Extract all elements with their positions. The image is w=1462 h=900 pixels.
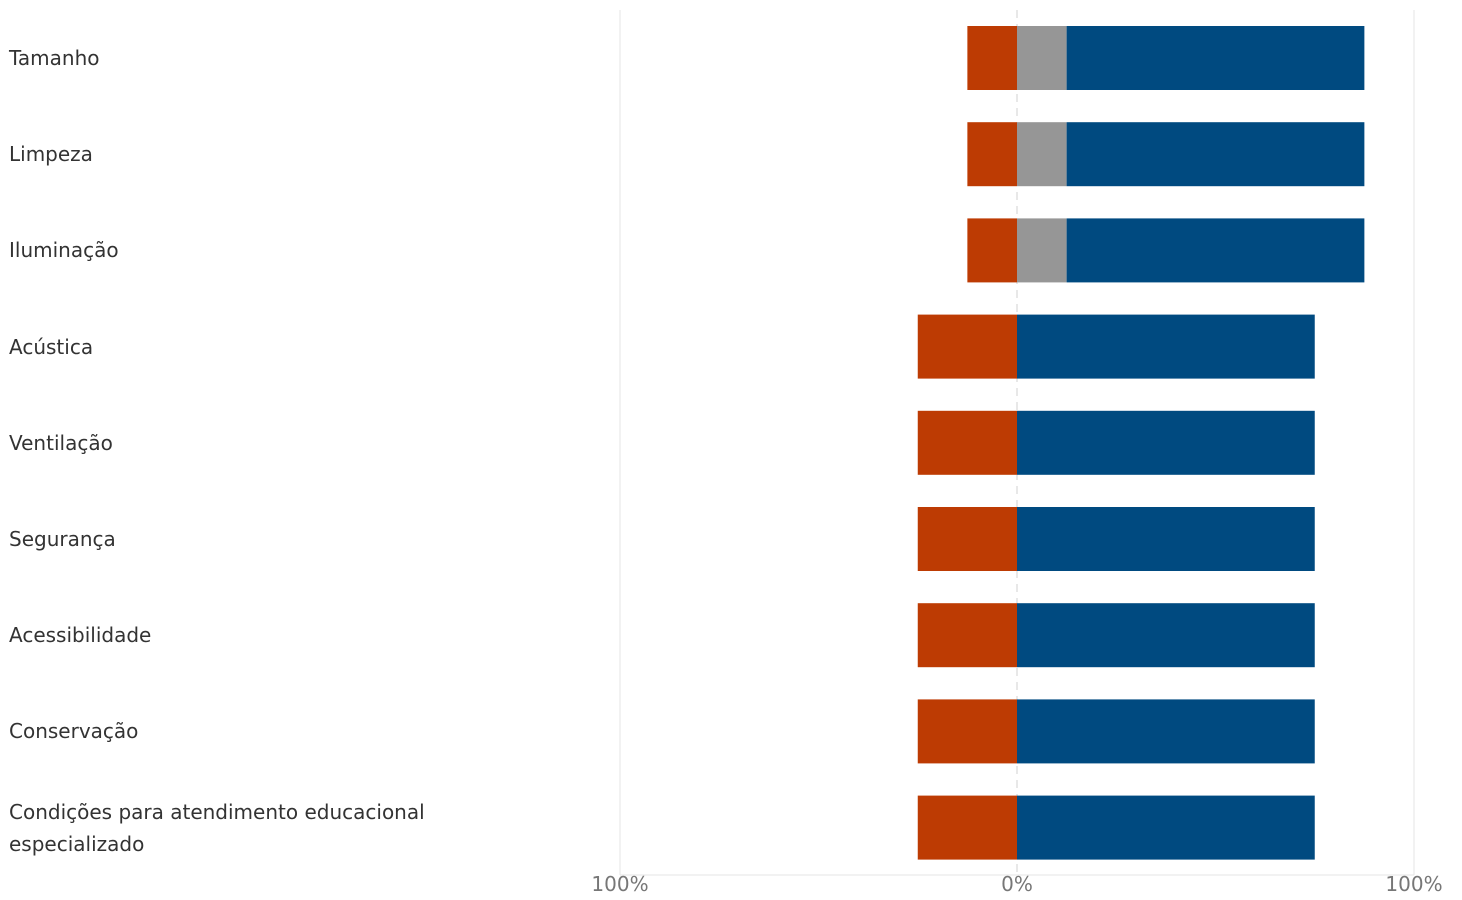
- bar-segment-5-0: [917, 507, 1017, 571]
- category-label-text: Acessibilidade: [9, 623, 152, 648]
- bar-segment-2-2: [1066, 218, 1365, 283]
- bar-segment-2-1: [1017, 218, 1067, 283]
- category-label-text: Tamanho: [9, 46, 100, 70]
- category-label: Ventilação: [9, 399, 569, 487]
- category-label-text: Iluminação: [9, 238, 119, 263]
- category-label: Acessibilidade: [9, 591, 569, 679]
- bar-segment-0-0: [967, 26, 1017, 90]
- category-label-text: Condições para atendimento educacional e…: [9, 799, 425, 856]
- bar-segment-8-0: [917, 795, 1017, 860]
- x-tick-label: 100%: [591, 872, 649, 896]
- category-label-text: Segurança: [9, 527, 116, 551]
- bar-segment-3-0: [917, 314, 1017, 379]
- bar-segment-6-0: [917, 603, 1017, 668]
- bar-segment-7-2: [1017, 699, 1315, 764]
- category-label: Acústica: [9, 303, 569, 391]
- x-tick-label: 100%: [1385, 872, 1443, 896]
- bar-segment-0-1: [1017, 26, 1067, 90]
- bar-segment-7-0: [917, 699, 1017, 764]
- bar-segment-4-2: [1017, 410, 1315, 475]
- bar-segment-2-0: [967, 218, 1017, 283]
- category-label: Conservação: [9, 687, 569, 775]
- bar-segment-1-2: [1066, 122, 1365, 187]
- category-label: Segurança: [9, 495, 569, 583]
- bar-segment-1-0: [967, 122, 1017, 187]
- bar-segment-0-2: [1066, 26, 1365, 90]
- category-label-text: Conservação: [9, 719, 139, 744]
- category-label-text: Acústica: [9, 334, 94, 359]
- bar-segment-1-1: [1017, 122, 1067, 187]
- category-label-text: Ventilação: [9, 430, 113, 455]
- bar-segment-5-2: [1017, 507, 1315, 571]
- category-label: Iluminação: [9, 206, 569, 294]
- bar-segment-8-2: [1017, 795, 1315, 860]
- bar-segment-4-0: [917, 410, 1017, 475]
- category-label-text: Limpeza: [9, 142, 93, 167]
- category-label: Tamanho: [9, 14, 569, 102]
- bar-segment-3-2: [1017, 314, 1315, 379]
- x-tick-label: 0%: [1001, 872, 1033, 896]
- category-label: Condições para atendimento educacional e…: [9, 784, 569, 872]
- category-label: Limpeza: [9, 110, 569, 198]
- bar-segment-6-2: [1017, 603, 1315, 668]
